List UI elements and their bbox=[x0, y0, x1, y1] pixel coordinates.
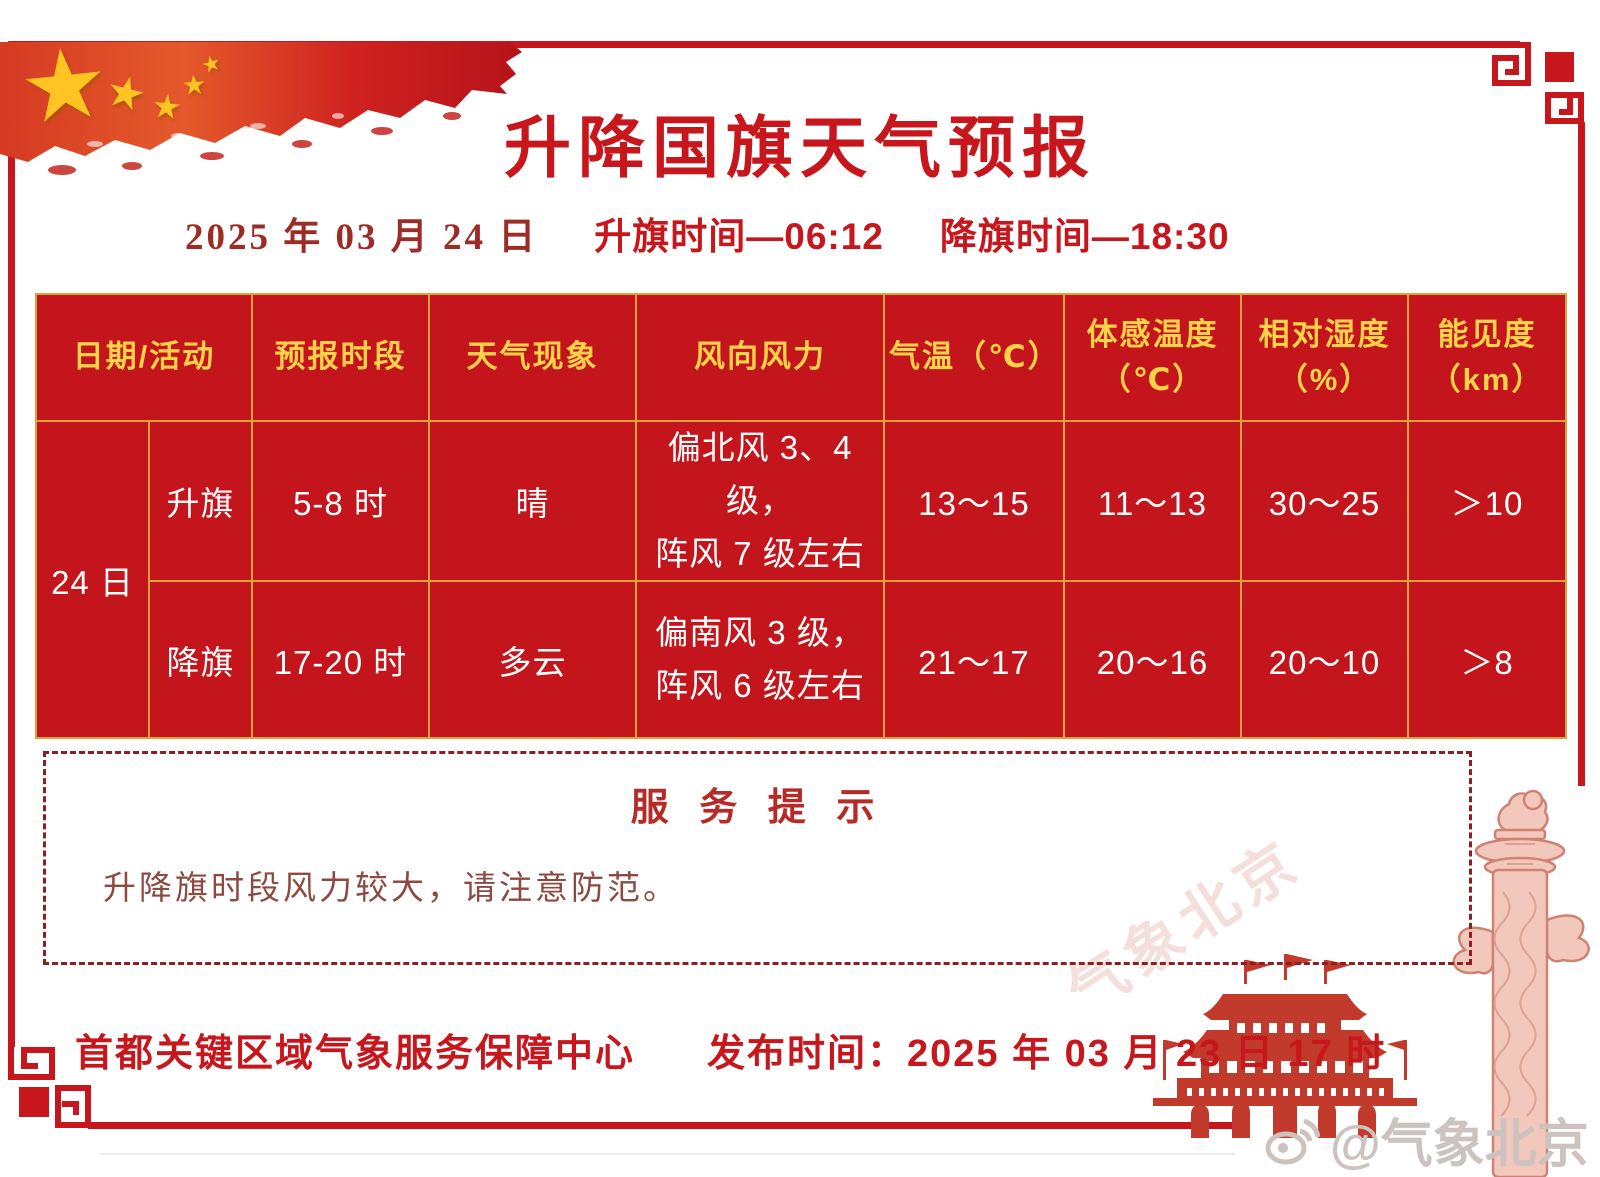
table-header-row: 日期/活动 预报时段 天气现象 风向风力 气温（℃） 体感温度 （℃） 相对湿度… bbox=[35, 293, 1567, 422]
border-left bbox=[8, 41, 15, 1047]
corner-ornament-top-right-2 bbox=[1545, 92, 1584, 125]
tiananmen-illustration bbox=[1153, 954, 1417, 1138]
cell-humidity: 30～25 bbox=[1240, 419, 1409, 583]
cell-weather: 多云 bbox=[428, 580, 637, 740]
cell-period: 5-8 时 bbox=[251, 419, 430, 583]
bottom-divider bbox=[100, 1153, 1235, 1155]
weibo-logo-icon bbox=[1265, 1118, 1320, 1164]
cell-temperature: 13～15 bbox=[883, 419, 1065, 583]
col-header-temperature: 气温（℃） bbox=[883, 293, 1065, 422]
flag-brush-decoration bbox=[0, 42, 522, 175]
cell-wind: 偏北风 3、4 级， 阵风 7 级左右 bbox=[635, 419, 885, 583]
forecast-table: 日期/活动 预报时段 天气现象 风向风力 气温（℃） 体感温度 （℃） 相对湿度… bbox=[35, 293, 1567, 740]
border-top bbox=[8, 41, 1520, 48]
flag-lower-time: 降旗时间—18:30 bbox=[939, 216, 1230, 257]
corner-ornament-bottom-left bbox=[8, 1042, 55, 1080]
border-right bbox=[1578, 122, 1585, 786]
border-bottom bbox=[88, 1122, 1235, 1129]
cell-visibility: ＞10 bbox=[1407, 419, 1567, 583]
col-header-humidity: 相对湿度 （%） bbox=[1240, 293, 1409, 422]
col-header-date-activity: 日期/活动 bbox=[35, 293, 253, 422]
cell-activity: 降旗 bbox=[148, 580, 253, 740]
corner-ornament-bottom-left-2 bbox=[55, 1085, 92, 1128]
table-row: 降旗 17-20 时 多云 偏南风 3 级， 阵风 6 级左右 21～17 20… bbox=[36, 580, 1567, 740]
col-header-visibility: 能见度 （km） bbox=[1407, 293, 1567, 422]
service-notice-box: 服 务 提 示 升降旗时段风力较大，请注意防范。 bbox=[43, 751, 1472, 965]
huabiao-pillar-illustration bbox=[1452, 789, 1590, 1177]
page-title: 升降国旗天气预报 bbox=[504, 111, 1096, 186]
cell-activity: 升旗 bbox=[148, 419, 253, 583]
watermark-handle: @气象北京 bbox=[1330, 1116, 1589, 1174]
cell-humidity: 20～10 bbox=[1240, 580, 1409, 740]
table-row: 24 日 升旗 5-8 时 晴 偏北风 3、4 级， 阵风 7 级左右 13～1… bbox=[35, 419, 1567, 740]
service-notice-title: 服 务 提 示 bbox=[630, 787, 885, 829]
cell-temperature: 21～17 bbox=[883, 580, 1065, 740]
cell-date-label: 24 日 bbox=[35, 419, 150, 740]
cell-visibility: ＞8 bbox=[1407, 580, 1567, 740]
forecast-date: 2025 年 03 月 24 日 bbox=[185, 217, 539, 258]
corner-ornament-top-right bbox=[1492, 42, 1531, 86]
corner-square-bottom-left bbox=[19, 1087, 49, 1117]
flag-raise-time: 升旗时间—06:12 bbox=[594, 216, 884, 257]
date-line: 2025 年 03 月 24 日 升旗时间—06:12 降旗时间—18:30 bbox=[185, 206, 1230, 260]
corner-square-top-right bbox=[1545, 52, 1574, 82]
cell-weather: 晴 bbox=[428, 419, 637, 583]
weibo-watermark: @气象北京 bbox=[1262, 1102, 1589, 1177]
col-header-feels-like: 体感温度 （℃） bbox=[1063, 293, 1242, 422]
publish-time: 发布时间：2025 年 03 月 23 日 17 时 bbox=[707, 1033, 1387, 1075]
col-header-period: 预报时段 bbox=[251, 293, 430, 422]
cell-feels-like: 11～13 bbox=[1063, 419, 1242, 583]
footer: 首都关键区域气象服务保障中心 发布时间：2025 年 03 月 23 日 17 … bbox=[75, 1022, 1386, 1077]
cell-feels-like: 20～16 bbox=[1063, 580, 1242, 740]
col-header-weather: 天气现象 bbox=[428, 293, 637, 422]
organization-name: 首都关键区域气象服务保障中心 bbox=[75, 1033, 636, 1075]
cell-period: 17-20 时 bbox=[251, 580, 430, 740]
service-notice-body: 升降旗时段风力较大，请注意防范。 bbox=[103, 869, 679, 906]
col-header-wind: 风向风力 bbox=[635, 293, 885, 422]
cell-wind: 偏南风 3 级， 阵风 6 级左右 bbox=[635, 580, 885, 740]
